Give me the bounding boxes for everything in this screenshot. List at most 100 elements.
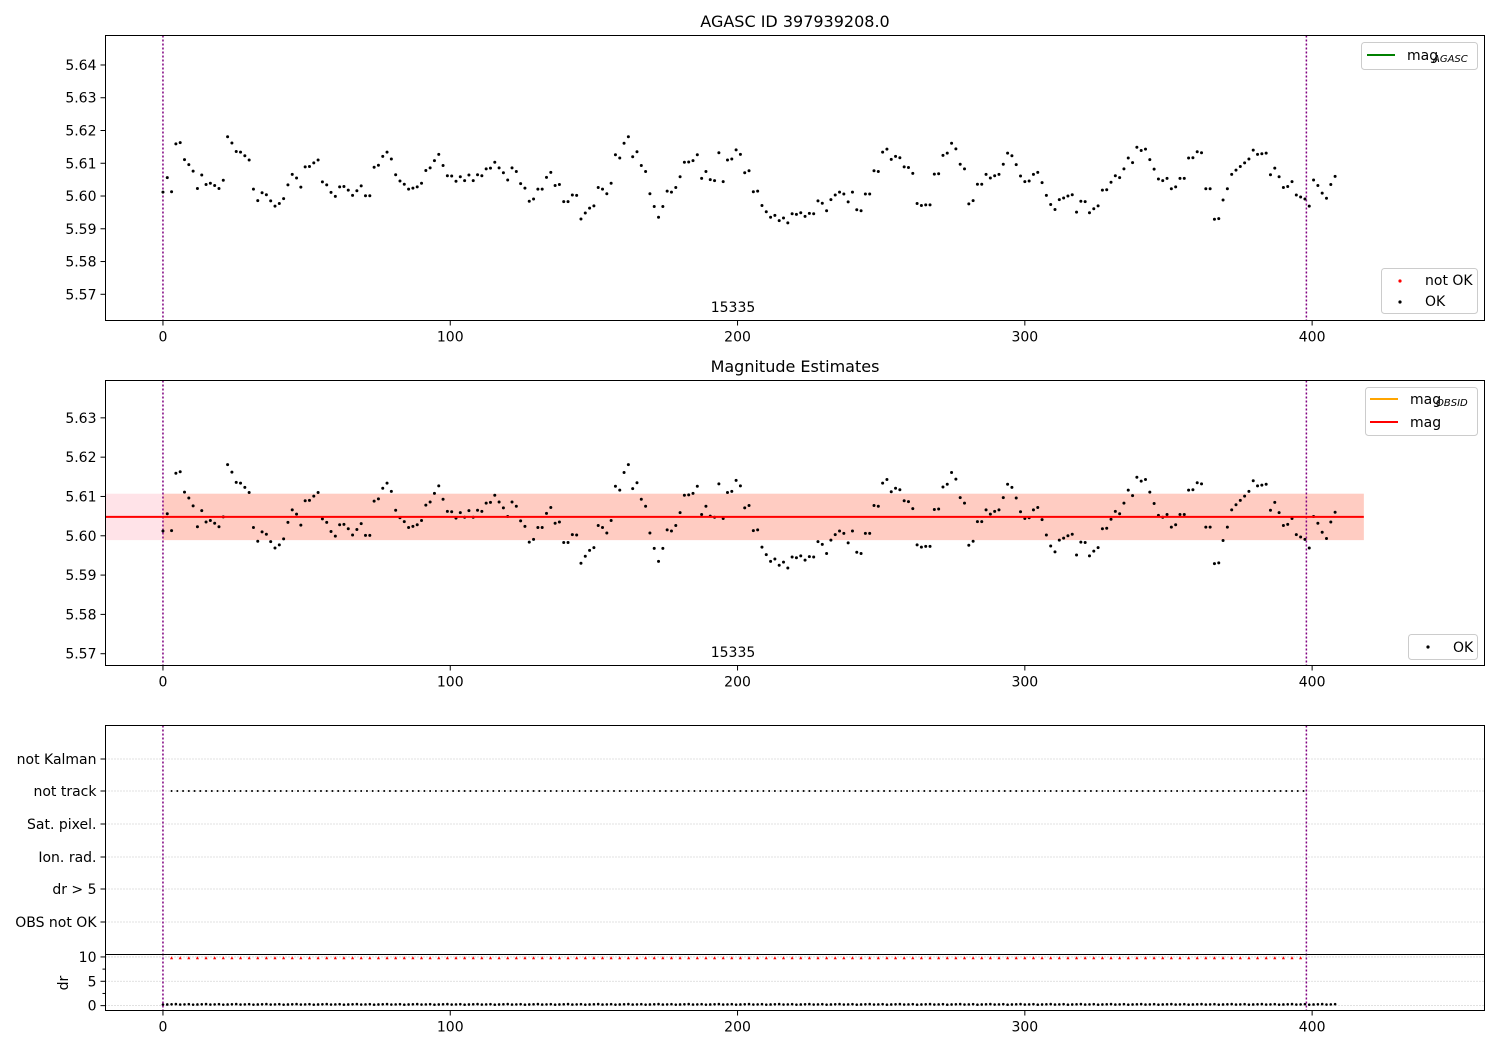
dr-point bbox=[622, 1002, 626, 1006]
not-track-point bbox=[388, 790, 391, 792]
dr-threshold-marker bbox=[350, 956, 355, 960]
data-point-ok bbox=[850, 190, 854, 194]
data-point-ok bbox=[316, 158, 320, 162]
not-track-point bbox=[1285, 790, 1288, 792]
dr-threshold-marker bbox=[626, 956, 630, 960]
dr-point bbox=[355, 1002, 359, 1006]
data-point-ok bbox=[1019, 510, 1023, 514]
dr-point bbox=[902, 1003, 906, 1006]
data-point-ok bbox=[1156, 177, 1160, 181]
dr-point bbox=[213, 1003, 216, 1006]
not-track-point bbox=[176, 790, 179, 792]
dr-threshold-marker bbox=[1074, 956, 1079, 960]
dr-point bbox=[1226, 1002, 1229, 1006]
y-tick-label: 5.59 bbox=[65, 568, 96, 584]
dr-point bbox=[571, 1003, 574, 1006]
dr-point bbox=[334, 1003, 337, 1006]
data-point-ok bbox=[532, 537, 536, 541]
dr-point bbox=[984, 1002, 988, 1006]
not-track-point bbox=[624, 790, 627, 792]
data-point-ok bbox=[506, 178, 510, 182]
data-point-ok bbox=[312, 161, 316, 165]
dr-point bbox=[790, 1002, 794, 1006]
dr-point bbox=[329, 1003, 333, 1006]
data-point-ok bbox=[437, 484, 441, 488]
data-point-ok bbox=[687, 493, 691, 497]
not-track-point bbox=[492, 790, 495, 792]
not-track-point bbox=[457, 790, 460, 792]
dr-point bbox=[1139, 1002, 1143, 1006]
dr-point bbox=[437, 1003, 441, 1006]
data-point-ok bbox=[958, 496, 962, 500]
x-tick-label: 200 bbox=[724, 330, 751, 346]
dr-threshold-marker bbox=[756, 956, 760, 960]
data-point-ok bbox=[320, 517, 324, 521]
dr-point bbox=[1023, 1003, 1027, 1006]
dr-threshold-marker bbox=[1212, 956, 1217, 960]
data-point-ok bbox=[1100, 527, 1104, 531]
dr-point bbox=[1282, 1003, 1285, 1006]
data-point-ok bbox=[950, 141, 954, 145]
data-point-ok bbox=[1247, 157, 1251, 161]
data-point-ok bbox=[1109, 517, 1113, 521]
dr-threshold-marker bbox=[1161, 956, 1165, 960]
data-point-ok bbox=[1221, 198, 1225, 202]
data-point-ok bbox=[1165, 513, 1169, 517]
dr-point bbox=[1114, 1003, 1117, 1006]
data-point-ok bbox=[1243, 161, 1247, 165]
dr-point bbox=[342, 1003, 346, 1006]
data-point-ok bbox=[1178, 513, 1182, 517]
dr-point bbox=[734, 1003, 738, 1006]
data-point-ok bbox=[497, 500, 501, 504]
dr-point bbox=[269, 1003, 272, 1006]
data-point-ok bbox=[1001, 162, 1005, 166]
dr-threshold-marker bbox=[712, 956, 717, 960]
dr-point bbox=[997, 1003, 1001, 1006]
not-track-point bbox=[934, 790, 937, 792]
dr-point bbox=[299, 1003, 303, 1006]
data-point-ok bbox=[868, 531, 872, 535]
data-point-ok bbox=[1152, 502, 1156, 506]
dr-threshold-marker bbox=[1126, 956, 1130, 960]
dr-threshold-marker bbox=[1152, 956, 1156, 960]
not-track-point bbox=[595, 790, 598, 792]
data-point-ok bbox=[807, 211, 811, 215]
data-point-ok bbox=[355, 189, 359, 193]
data-point-ok bbox=[1148, 158, 1152, 162]
data-point-ok bbox=[1268, 508, 1272, 512]
data-point-ok bbox=[432, 491, 436, 495]
dr-point bbox=[515, 1003, 518, 1006]
dr-point bbox=[1049, 1002, 1052, 1006]
not-track-point bbox=[613, 790, 616, 792]
data-point-ok bbox=[734, 478, 738, 482]
observation-label: 15335 bbox=[711, 645, 756, 661]
data-point-ok bbox=[644, 169, 648, 173]
data-point-ok bbox=[295, 176, 299, 180]
data-point-ok bbox=[295, 512, 299, 516]
dr-point bbox=[1204, 1003, 1208, 1006]
x-tick-label: 100 bbox=[437, 675, 464, 691]
data-point-ok bbox=[954, 477, 958, 481]
not-track-point bbox=[452, 790, 455, 792]
data-point-ok bbox=[256, 539, 260, 543]
not-track-point bbox=[1032, 790, 1035, 792]
data-point-ok bbox=[1044, 193, 1048, 197]
dr-point bbox=[683, 1002, 686, 1006]
data-point-ok bbox=[919, 545, 923, 549]
dr-threshold-marker bbox=[764, 956, 768, 960]
legend-label: mag bbox=[1410, 392, 1441, 408]
not-track-point bbox=[1273, 790, 1276, 792]
data-point-ok bbox=[1260, 152, 1264, 156]
data-point-ok bbox=[717, 482, 721, 486]
dr-threshold-marker bbox=[428, 956, 432, 960]
data-point-ok bbox=[540, 187, 544, 191]
legend-label: OK bbox=[1425, 294, 1446, 310]
data-point-ok bbox=[191, 169, 195, 173]
dr-point bbox=[1161, 1003, 1165, 1006]
dr-point bbox=[747, 1002, 751, 1006]
dr-point bbox=[872, 1003, 876, 1006]
data-point-ok bbox=[316, 491, 320, 495]
dr-threshold-marker bbox=[557, 956, 562, 960]
dr-point bbox=[385, 1002, 389, 1006]
data-point-ok bbox=[963, 501, 967, 505]
